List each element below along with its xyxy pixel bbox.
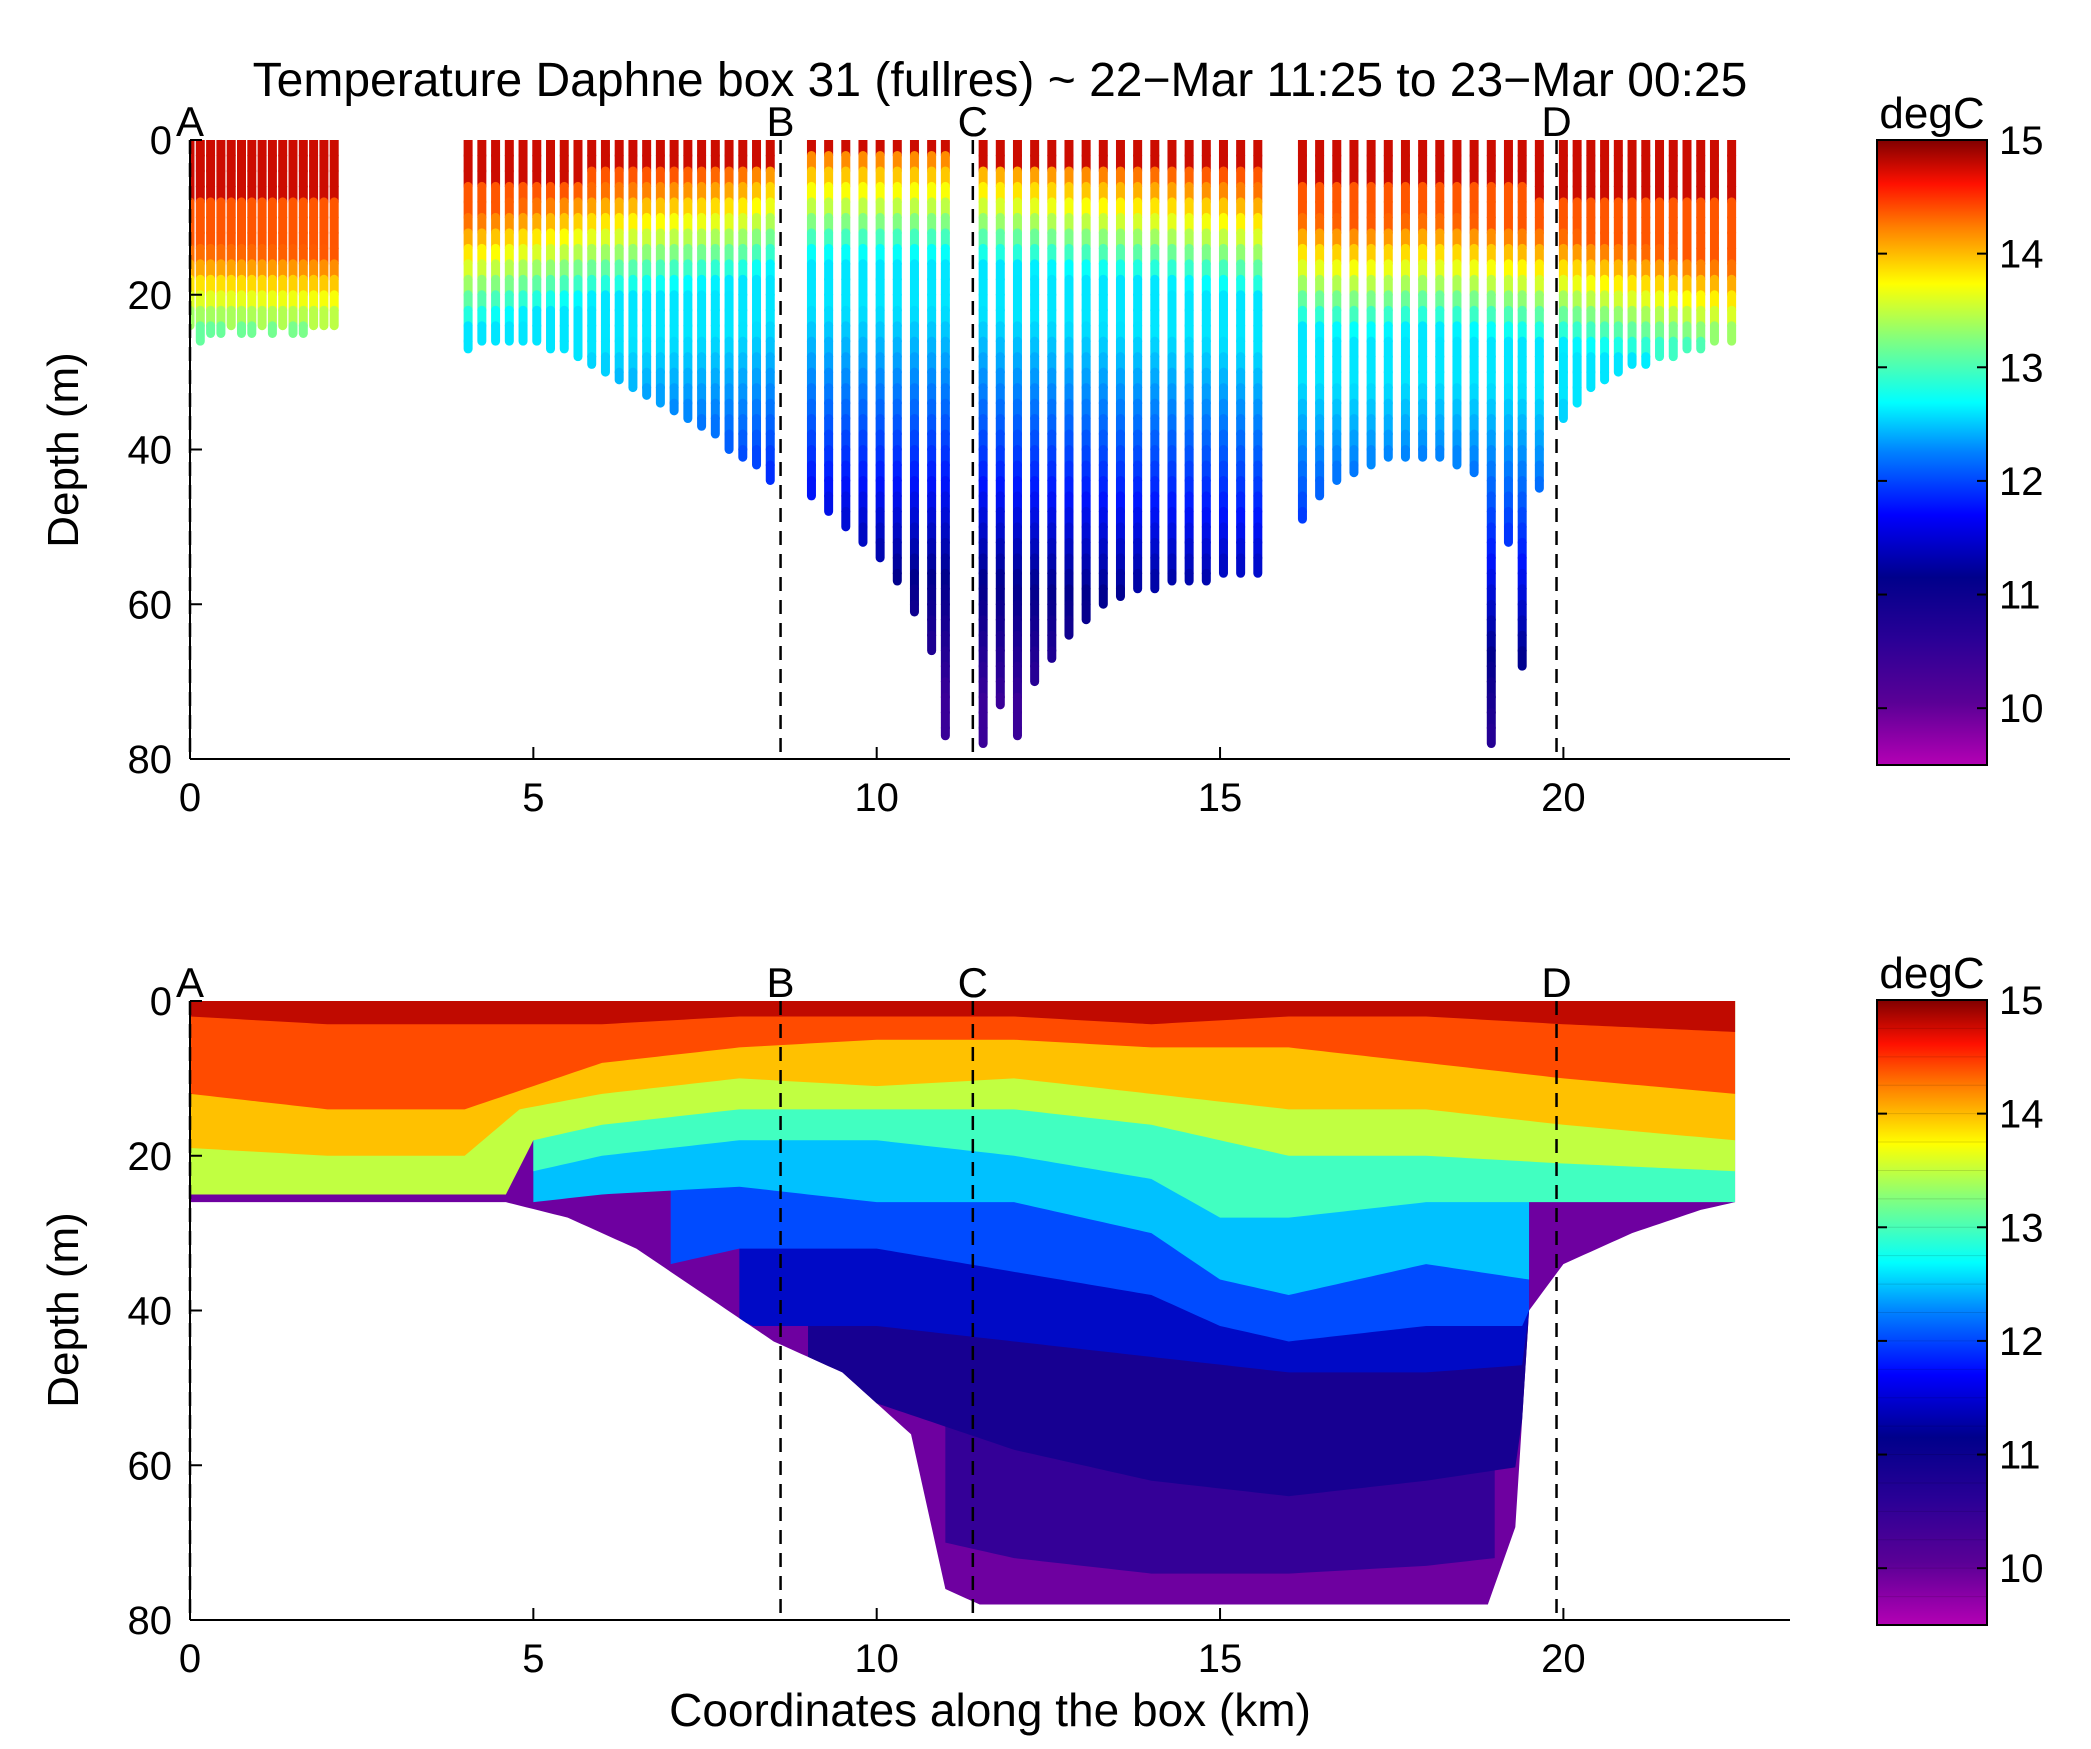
section-marker-label: A [176,98,204,145]
y-tick-label: 0 [150,980,172,1024]
top-colorbar [1876,139,1988,766]
bottom-axes: 0 5 10 15 20 0 20 40 60 80 [128,980,1790,1681]
section-marker-label: D [1541,98,1571,145]
y-tick-label: 40 [128,1290,173,1334]
top-colorbar-ticks: 10 11 12 13 14 15 [1877,119,2044,731]
x-tick-label: 20 [1541,1637,1586,1681]
figure-title: Temperature Daphne box 31 (fullres) ~ 22… [253,54,1748,107]
bottom-panel: A B C D 0 5 10 15 20 0 20 40 60 80 Depth (m) Coordin… [39,949,2044,1736]
section-marker-label: B [767,98,795,145]
top-axes: 0 5 10 15 20 0 20 40 60 80 [128,119,1790,820]
bottom-colorbar [1876,999,1988,1626]
x-tick-label: 15 [1198,776,1243,820]
y-tick-label: 60 [128,1444,173,1488]
colorbar-tick-label: 11 [1999,1434,2041,1478]
top-profiles [190,140,1737,749]
section-marker-label: D [1541,959,1571,1006]
x-tick-label: 0 [179,1637,201,1681]
colorbar-tick-label: 12 [1999,1320,2044,1364]
top-y-axis-label: Depth (m) [39,352,88,548]
x-tick-label: 10 [854,1637,899,1681]
contour-band [190,1001,1736,1110]
y-tick-label: 60 [128,583,173,627]
section-marker-label: B [767,959,795,1006]
bottom-x-axis-label: Coordinates along the box (km) [669,1684,1311,1736]
x-tick-label: 15 [1198,1637,1243,1681]
section-marker-label: C [958,98,988,145]
colorbar-tick-label: 14 [1999,233,2044,277]
bottom-colorbar-label: degC [1879,949,1984,998]
colorbar-tick-label: 13 [1999,346,2044,390]
top-markers: A B C D [176,98,1572,759]
top-panel: A B C D 0 5 10 15 20 0 20 40 60 80 Depth (m) degC 10… [39,89,2044,820]
colorbar-tick-label: 14 [1999,1093,2044,1137]
section-marker-label: A [176,959,204,1006]
y-tick-label: 80 [128,1599,173,1643]
colorbar-tick-label: 10 [1999,1547,2044,1591]
y-tick-label: 20 [128,1135,173,1179]
y-tick-label: 80 [128,738,173,782]
x-tick-label: 0 [179,776,201,820]
colorbar-tick-label: 11 [1999,574,2041,618]
y-tick-label: 20 [128,274,173,318]
colorbar-tick-label: 12 [1999,460,2044,504]
x-tick-label: 10 [854,776,899,820]
x-tick-label: 5 [522,776,544,820]
y-tick-label: 40 [128,429,173,473]
colorbar-tick-label: 15 [1999,979,2044,1023]
bottom-contours [190,1001,1736,1605]
section-marker-label: C [958,959,988,1006]
x-tick-label: 20 [1541,776,1586,820]
x-tick-label: 5 [522,1637,544,1681]
bottom-y-axis-label: Depth (m) [39,1212,88,1408]
colorbar-tick-label: 15 [1999,119,2044,163]
y-tick-label: 0 [150,119,172,163]
bottom-colorbar-ticks: 10 11 12 13 14 15 [1877,979,2044,1598]
contour-band [190,1001,1736,1032]
colorbar-tick-label: 13 [1999,1206,2044,1250]
colorbar-tick-label: 10 [1999,687,2044,731]
top-colorbar-label: degC [1879,89,1984,138]
